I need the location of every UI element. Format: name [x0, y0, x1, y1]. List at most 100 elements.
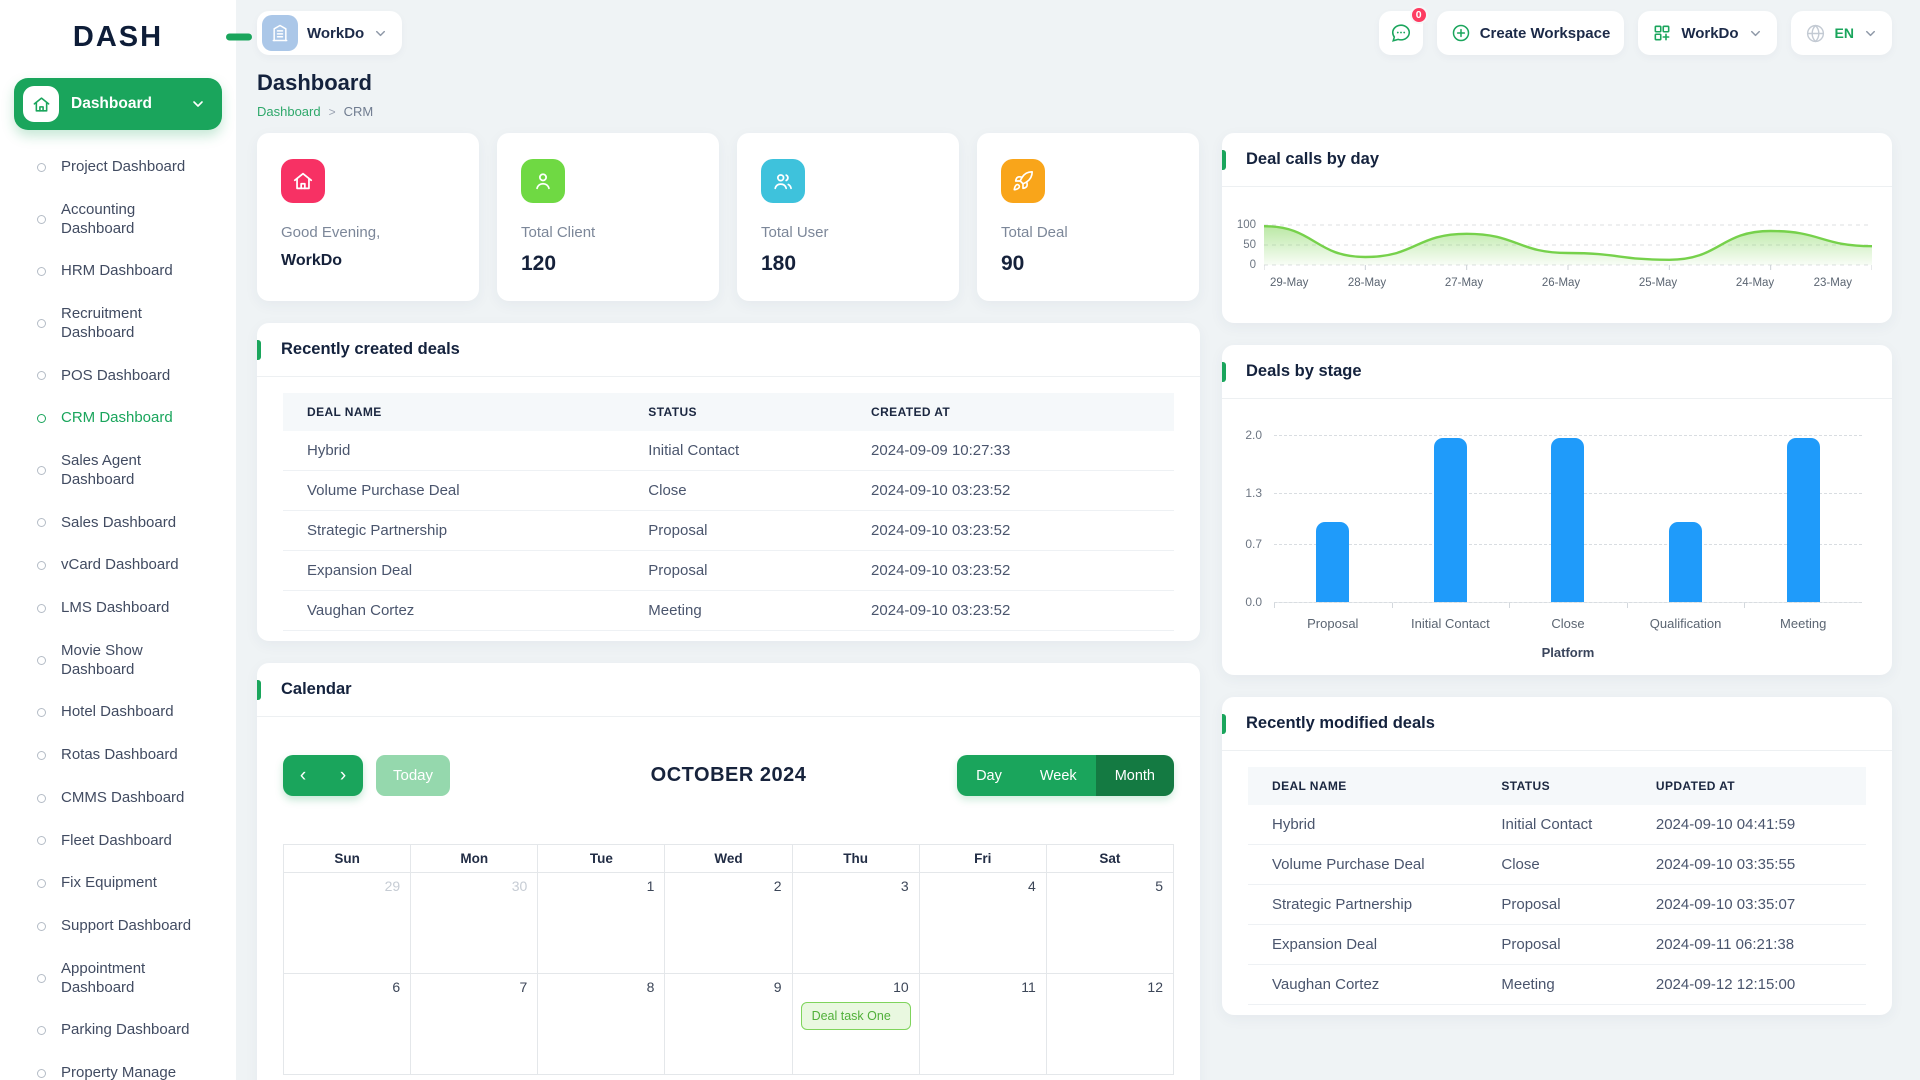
calendar-day-cell[interactable]: 1 — [537, 872, 666, 974]
bar-column — [1744, 435, 1862, 602]
table-cell: Strategic Partnership — [1248, 884, 1502, 925]
card-header: Deal calls by day — [1222, 133, 1892, 187]
sidebar-item-project[interactable]: Project Dashboard — [0, 146, 236, 189]
y-tick-label: 50 — [1243, 239, 1256, 251]
sidebar-nav: Project Dashboard Accounting Dashboard HRM… — [0, 140, 236, 1080]
calendar-day-cell[interactable]: 8 — [537, 973, 666, 1075]
table-row[interactable]: Hybrid Initial Contact 2024-09-09 10:27:33 — [283, 431, 1174, 471]
calendar-event[interactable]: Deal task One — [800, 1002, 911, 1030]
date-number: 12 — [1147, 979, 1163, 995]
sidebar-item-hotel[interactable]: Hotel Dashboard — [0, 691, 236, 734]
sidebar-item-parking[interactable]: Parking Dashboard — [0, 1009, 236, 1052]
table-cell: Hybrid — [1248, 805, 1502, 845]
stat-label: Total Client — [521, 224, 596, 241]
table-row[interactable]: Vaughan Cortez Meeting 2024-09-10 03:23:52 — [283, 590, 1174, 631]
app-logo[interactable]: DASH — [0, 0, 252, 74]
date-number: 9 — [773, 979, 782, 995]
calendar-day-cell[interactable]: 2 — [664, 872, 793, 974]
sidebar-toggle-label: Dashboard — [71, 95, 152, 112]
bar-qualification[interactable] — [1669, 521, 1703, 602]
create-workspace-button[interactable]: Create Workspace — [1436, 11, 1625, 55]
language-selector[interactable]: EN — [1790, 11, 1892, 55]
calendar-day-cell[interactable]: 4 — [918, 872, 1047, 974]
calendar-day-cell[interactable]: 6 — [282, 973, 412, 1075]
calendar-today-button[interactable]: Today — [376, 755, 451, 796]
calendar-next-button[interactable]: › — [323, 755, 363, 796]
calendar-day-cell[interactable]: 12 — [1045, 973, 1175, 1075]
table-row[interactable]: Hybrid Initial Contact 2024-09-10 04:41:59 — [1248, 805, 1866, 845]
calendar-day-cell[interactable]: 3 — [791, 872, 920, 974]
table-row[interactable]: Vaughan Cortez Meeting 2024-09-12 12:15:00 — [1248, 964, 1866, 1005]
circle-icon — [37, 603, 46, 613]
sidebar-item-rotas[interactable]: Rotas Dashboard — [0, 734, 236, 777]
sidebar-item-cmms[interactable]: CMMS Dashboard — [0, 777, 236, 820]
circle-icon — [37, 921, 46, 931]
sidebar-item-hrm[interactable]: HRM Dashboard — [0, 250, 236, 293]
bar-proposal[interactable] — [1316, 521, 1350, 602]
date-number: 3 — [900, 878, 909, 894]
notifications-button[interactable]: 0 — [1378, 6, 1428, 55]
y-tick-label: 100 — [1236, 219, 1256, 231]
table-cell: Vaughan Cortez — [1248, 964, 1502, 1005]
breadcrumb-current: CRM — [343, 104, 374, 119]
recently-modified-deals-card: Recently modified deals DEAL NAME STATUS U… — [1222, 697, 1892, 1015]
table-row[interactable]: Volume Purchase Deal Close 2024-09-10 03:3… — [1248, 844, 1866, 885]
calendar-view-week[interactable]: Week — [1020, 755, 1096, 796]
stat-card-greeting: Good Evening, WorkDo — [257, 133, 479, 301]
calendar-day-cell[interactable]: 7 — [410, 973, 539, 1075]
breadcrumb-link-dashboard[interactable]: Dashboard — [257, 104, 321, 119]
bar-meeting[interactable] — [1786, 438, 1820, 602]
create-workspace-label: Create Workspace — [1479, 24, 1611, 42]
x-tick-label: 23-May — [1813, 277, 1852, 289]
sidebar-item-crm[interactable]: CRM Dashboard — [0, 397, 236, 440]
area-chart-canvas — [1264, 217, 1872, 273]
table-row[interactable]: Strategic Partnership Proposal 2024-09-10 … — [1248, 884, 1866, 925]
x-tick-label: 26-May — [1541, 277, 1581, 289]
sidebar-item-property-manage[interactable]: Property Manage — [0, 1052, 236, 1080]
table-cell: Proposal — [648, 550, 872, 591]
sidebar-item-movie-show[interactable]: Movie Show Dashboard — [0, 630, 236, 692]
right-column: Deal calls by day 100 50 0 29-May 28-May 27-… — [1222, 133, 1892, 1015]
calendar-day-cell[interactable]: 9 — [664, 973, 793, 1075]
sidebar-item-recruitment[interactable]: Recruitment Dashboard — [0, 293, 236, 355]
calendar-prev-button[interactable]: ‹ — [283, 755, 323, 796]
calendar-view-month[interactable]: Month — [1095, 755, 1174, 796]
calendar-day-cell[interactable]: 29 — [282, 872, 412, 974]
bar-initial-contact[interactable] — [1433, 438, 1467, 602]
calendar-day-cell[interactable]: 10 Deal task One — [791, 973, 920, 1075]
calendar-day-cell[interactable]: 5 — [1045, 872, 1175, 974]
account-menu[interactable]: WorkDo — [1638, 11, 1777, 55]
calendar-day-cell[interactable]: 11 — [918, 973, 1047, 1075]
sidebar-item-sales[interactable]: Sales Dashboard — [0, 502, 236, 545]
chevron-down-icon — [373, 26, 388, 41]
sidebar-item-label: Project Dashboard — [61, 158, 186, 175]
table-row[interactable]: Expansion Deal Proposal 2024-09-10 03:23:5… — [283, 550, 1174, 591]
sidebar-dashboard-toggle[interactable]: Dashboard — [14, 78, 222, 130]
table-row[interactable]: Expansion Deal Proposal 2024-09-11 06:21:3… — [1248, 924, 1866, 965]
sidebar-item-vcard[interactable]: vCard Dashboard — [0, 544, 236, 587]
card-header: Deals by stage — [1222, 345, 1892, 399]
stat-label: Good Evening, — [281, 224, 381, 241]
bar-column — [1627, 435, 1745, 602]
sidebar-item-fleet[interactable]: Fleet Dashboard — [0, 820, 236, 863]
calendar-day-cell[interactable]: 30 — [410, 872, 539, 974]
workspace-selector[interactable]: WorkDo — [257, 11, 403, 55]
sidebar-item-fix-equipment[interactable]: Fix Equipment — [0, 862, 236, 905]
table-row[interactable]: Volume Purchase Deal Close 2024-09-10 03:2… — [283, 470, 1174, 511]
sidebar-item-pos[interactable]: POS Dashboard — [0, 355, 236, 398]
weekday-label: Fri — [918, 844, 1047, 873]
sidebar-item-appointment[interactable]: Appointment Dashboard — [0, 948, 236, 1010]
y-tick-label: 1.3 — [1245, 486, 1262, 501]
table-cell: Vaughan Cortez — [283, 590, 649, 631]
chevron-down-icon — [1748, 26, 1763, 41]
bar-close[interactable] — [1551, 438, 1585, 602]
sidebar-item-accounting[interactable]: Accounting Dashboard — [0, 189, 236, 251]
table-row[interactable]: Strategic Partnership Proposal 2024-09-10 … — [283, 510, 1174, 551]
sidebar-item-sales-agent[interactable]: Sales Agent Dashboard — [0, 440, 236, 502]
area-chart: 100 50 0 29-May 28-May 27-May 26-May 25-May 24-… — [1222, 187, 1892, 293]
calendar-view-day[interactable]: Day — [957, 755, 1021, 796]
sidebar-item-support[interactable]: Support Dashboard — [0, 905, 236, 948]
card-header: Calendar — [257, 663, 1200, 717]
sidebar-item-lms[interactable]: LMS Dashboard — [0, 587, 236, 630]
users-icon — [761, 159, 805, 203]
